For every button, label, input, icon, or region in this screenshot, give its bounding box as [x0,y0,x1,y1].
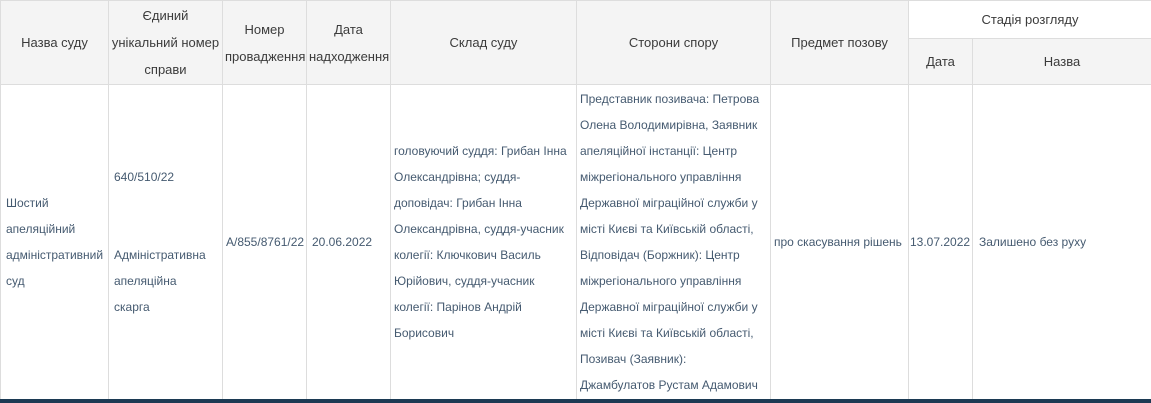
col-header-court-composition: Склад суду [390,0,577,85]
col-header-dispute-parties: Сторони спору [576,0,771,85]
cell-claim-subject: про скасування рішень [770,84,909,402]
col-header-stage-name: Назва [972,38,1151,85]
table-header: Назва суду Єдиний унікальний номер справ… [0,0,1151,85]
col-header-receipt-date: Дата надходження [306,0,391,85]
header-row-main: Назва суду Єдиний унікальний номер справ… [0,0,1151,85]
cell-proceeding-number: А/855/8761/22 [222,84,307,402]
cell-receipt-date: 20.06.2022 [306,84,391,402]
col-header-proceeding-number: Номер провадження [222,0,307,85]
table-body: Шостий апеляційний адміністративний суд … [0,84,1151,402]
case-number-value: 640/510/22 [114,170,175,184]
case-type-value: Адміністративна апеляційна скарга [114,248,206,314]
col-header-claim-subject: Предмет позову [770,0,909,85]
cell-court-name: Шостий апеляційний адміністративний суд [0,84,109,402]
cell-stage-name: Залишено без руху [972,84,1151,402]
col-header-court-name: Назва суду [0,0,109,85]
table-row: Шостий апеляційний адміністративний суд … [0,84,1151,402]
cell-case-number: 640/510/22 Адміністративна апеляційна ск… [108,84,223,402]
cell-dispute-parties: Представник позивача: Петрова Олена Воло… [576,84,771,402]
cell-stage-date: 13.07.2022 [908,84,973,402]
cell-court-composition: головуючий суддя: Грибан Інна Олександрі… [390,84,577,402]
col-header-stage-date: Дата [908,38,973,85]
col-header-case-number: Єдиний унікальний номер справи [108,0,223,85]
col-header-review-stage: Стадія розгляду [908,0,1151,39]
